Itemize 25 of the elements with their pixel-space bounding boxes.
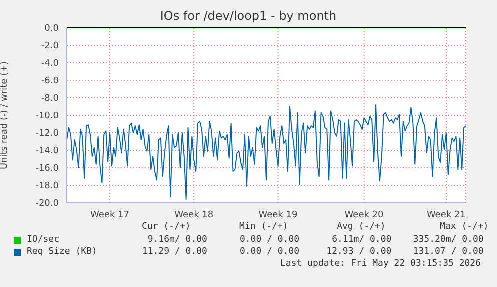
y-tick-label: -4.0 [41,59,60,70]
line-series [66,104,466,200]
x-tick-label: Week 21 [426,210,466,220]
legend-label: IO/sec [27,235,61,245]
y-tick-label: -18.0 [36,182,60,192]
x-tick-label: Week 19 [258,210,298,220]
y-tick-label: -2.0 [41,42,60,52]
text: Cur (-/+) Min (-/+) Avg (-/+) Max (-/+) [141,222,489,234]
y-tick-label: -12.0 [36,129,60,140]
y-tick-label: -8.0 [41,94,60,104]
text: 9.16m/ 0.00 0.00 / 0.00 6.11m/ 0.00 335.20m/ 0.00 [146,235,484,245]
y-tick-label: -6.0 [41,76,60,87]
y-tick-label: -20.0 [36,199,60,210]
x-tick-label: Week 18 [174,210,214,220]
y-tick-label: -10.0 [36,112,60,122]
y-tick-label: -16.0 [36,164,60,174]
y-tick-label: 0.0 [44,24,60,34]
x-tick-label: Week 17 [90,210,130,220]
y-axis-title: Units read (-) / write (+) [0,61,10,170]
text: Last update: Fri May 22 03:15:35 2026 [280,259,481,269]
text: 11.29 / 0.00 0.00 / 0.00 12.93 / 0.00 131.07 / 0.00 [141,247,484,257]
y-tick-label: -14.0 [36,146,60,157]
legend-label: Req Size (KB) [27,247,98,257]
x-tick-label: Week 20 [344,210,384,220]
chart-title: IOs for /dev/loop1 - by month [159,9,338,23]
